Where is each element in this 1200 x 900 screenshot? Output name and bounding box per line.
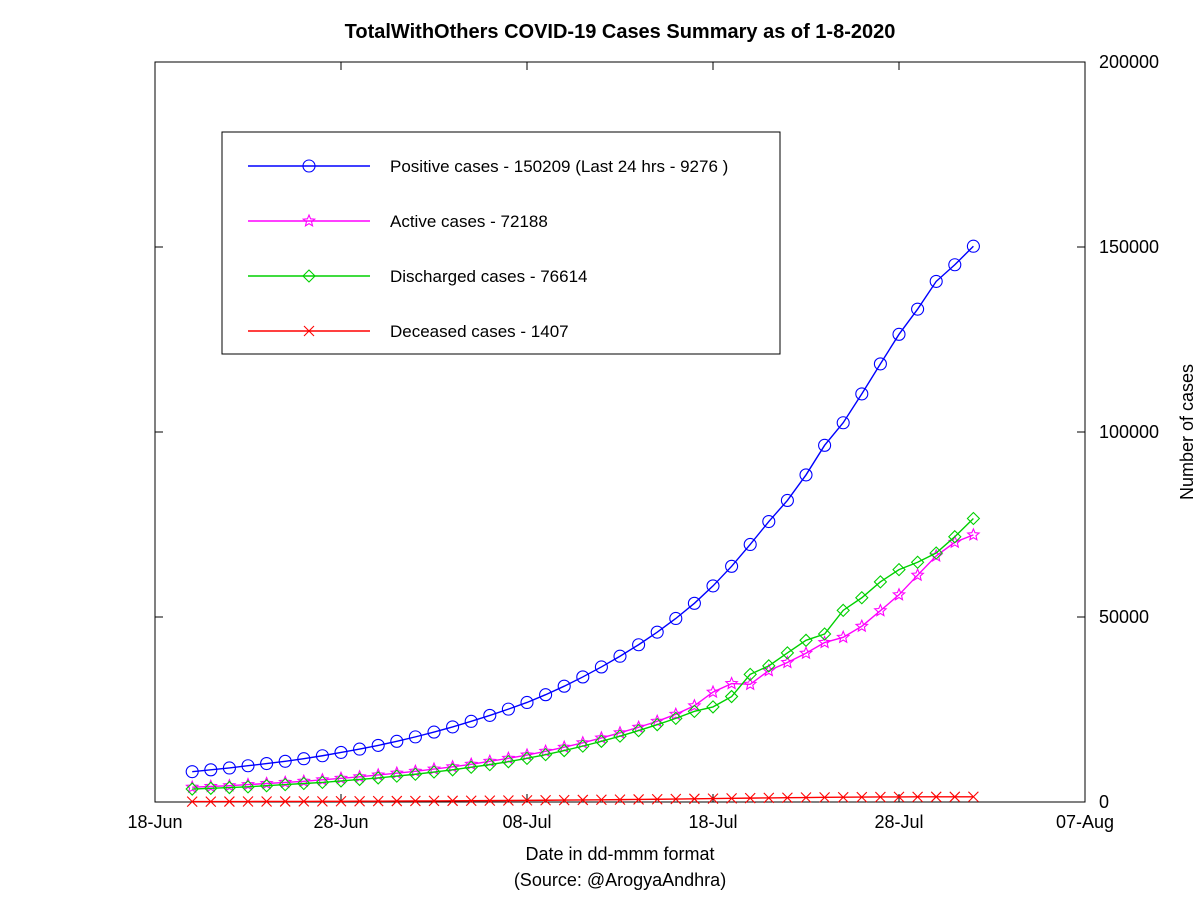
y-tick-label: 0 — [1099, 792, 1109, 812]
y-tick-label: 50000 — [1099, 607, 1149, 627]
y-tick-label: 200000 — [1099, 52, 1159, 72]
y-tick-label: 150000 — [1099, 237, 1159, 257]
series-positive — [186, 240, 979, 777]
series-group — [186, 240, 979, 806]
x-axis-label: Date in dd-mmm format — [525, 844, 714, 864]
x-tick-label: 18-Jul — [688, 812, 737, 832]
y-tick-label: 100000 — [1099, 422, 1159, 442]
legend: Positive cases - 150209 (Last 24 hrs - 9… — [222, 132, 780, 354]
x-tick-label: 28-Jul — [874, 812, 923, 832]
x-tick-label: 08-Jul — [502, 812, 551, 832]
y-axis-label: Number of cases — [1177, 364, 1197, 500]
x-tick-label: 28-Jun — [313, 812, 368, 832]
chart-svg: TotalWithOthers COVID-19 Cases Summary a… — [0, 0, 1200, 900]
legend-label-active: Active cases - 72188 — [390, 212, 548, 231]
legend-label-discharged: Discharged cases - 76614 — [390, 267, 588, 286]
legend-label-deceased: Deceased cases - 1407 — [390, 322, 569, 341]
chart-container: TotalWithOthers COVID-19 Cases Summary a… — [0, 0, 1200, 900]
x-tick-label: 18-Jun — [127, 812, 182, 832]
legend-label-positive: Positive cases - 150209 (Last 24 hrs - 9… — [390, 157, 728, 176]
source-label: (Source: @ArogyaAndhra) — [514, 870, 726, 890]
series-deceased — [187, 792, 978, 807]
x-tick-label: 07-Aug — [1056, 812, 1114, 832]
chart-title: TotalWithOthers COVID-19 Cases Summary a… — [345, 21, 896, 43]
